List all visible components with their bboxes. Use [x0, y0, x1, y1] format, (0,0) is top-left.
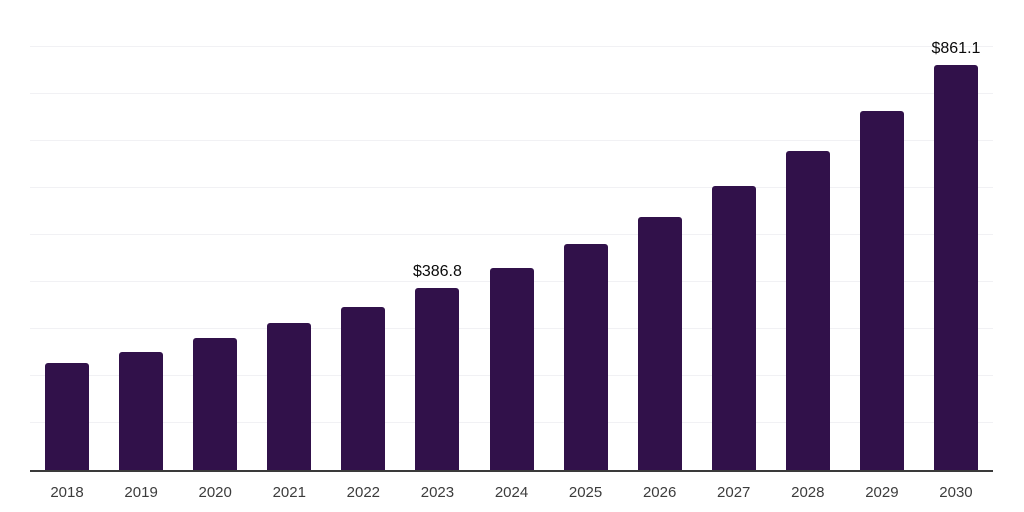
gridline	[30, 140, 993, 141]
x-tick-label-2024: 2024	[494, 484, 529, 501]
x-axis-labels: 2018 2019 2020 2021 2022 2023 2024 2025 2026 2027…	[30, 484, 993, 506]
bar-2024	[489, 268, 534, 470]
x-tick-label-2018: 2018	[50, 484, 84, 501]
bar-2026	[637, 216, 682, 470]
bar-2030	[933, 65, 978, 470]
x-tick-label-2029: 2029	[865, 484, 899, 501]
bar-2021	[267, 323, 312, 470]
bar-value-label-2030: $861.1	[931, 40, 981, 58]
bar-2023	[415, 288, 460, 470]
x-tick-label-2023: 2023	[420, 484, 455, 501]
gridline	[30, 187, 993, 188]
x-tick-label-2022: 2022	[346, 484, 381, 501]
x-tick-label-2020: 2020	[198, 484, 232, 501]
bar-2028	[785, 150, 830, 470]
bar-2029	[859, 110, 904, 470]
x-tick-label-2030: 2030	[939, 484, 973, 501]
chart-plot-area: $386.8 $861.1	[30, 2, 993, 472]
x-tick-label-2028: 2028	[791, 484, 825, 501]
x-tick-label-2021: 2021	[272, 484, 306, 501]
gridline	[30, 93, 993, 94]
bar-value-label-2023: $386.8	[412, 263, 462, 281]
bar-2019	[119, 351, 164, 470]
gridline	[30, 234, 993, 235]
x-tick-label-2019: 2019	[124, 484, 158, 501]
bar-2018	[45, 362, 90, 470]
x-tick-label-2027: 2027	[717, 484, 751, 501]
bar-2025	[563, 243, 608, 470]
bar-2022	[341, 306, 386, 470]
bar-2020	[193, 338, 238, 470]
x-tick-label-2026: 2026	[642, 484, 677, 501]
gridline	[30, 46, 993, 47]
x-tick-label-2025: 2025	[568, 484, 603, 501]
bar-2027	[711, 186, 756, 470]
